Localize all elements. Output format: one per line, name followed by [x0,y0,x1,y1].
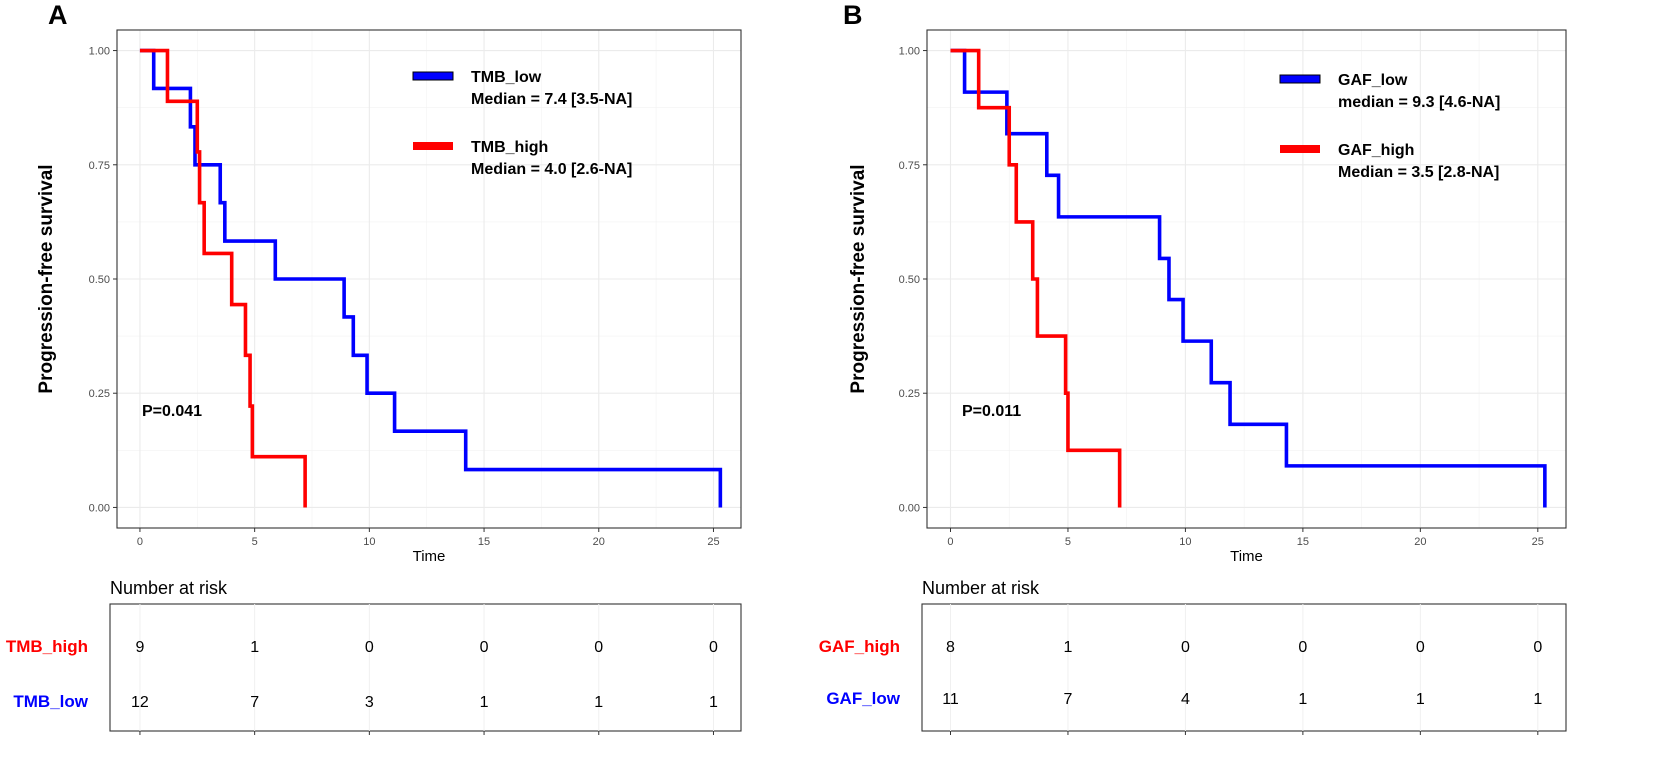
plot-border [116,29,742,529]
survival-curve-tmb-low [139,48,723,508]
survival-curve-gaf-low [950,48,1547,508]
y-tick-label: 0.25 [899,388,920,400]
risk-value: 9 [135,639,144,656]
risk-value: 0 [1416,639,1425,656]
risk-value: 0 [709,639,718,656]
risk-table-title: Number at risk [110,578,228,598]
x-tick-label: 0 [137,536,143,548]
x-tick-label: 20 [593,536,605,548]
y-tick-label: 0.00 [89,502,110,514]
risk-value: 1 [1064,639,1073,656]
risk-value: 0 [480,639,489,656]
x-tick-label: 10 [363,536,375,548]
risk-value: 0 [594,639,603,656]
risk-value: 1 [1416,691,1425,708]
y-tick-label: 0.75 [899,160,920,172]
y-tick-label: 0.25 [89,388,110,400]
panel-letter: B [843,0,863,30]
x-axis-title: Time [413,548,446,565]
risk-value: 1 [1298,691,1307,708]
x-tick-label: 25 [1532,536,1544,548]
legend-median: median = 9.3 [4.6-NA] [1338,94,1500,111]
legend-key-gaf-high [1280,145,1320,153]
risk-row-label: GAF_low [826,689,900,708]
risk-value: 4 [1181,691,1190,708]
legend-median: Median = 7.4 [3.5-NA] [471,91,632,108]
legend-median: Median = 3.5 [2.8-NA] [1338,164,1499,181]
p-value: P=0.041 [142,403,202,420]
risk-table-box [921,603,1567,732]
legend-label: GAF_high [1338,142,1414,159]
risk-value: 3 [365,694,374,711]
survival-curve-tmb-high [139,48,307,508]
risk-row-label: TMB_low [13,692,88,711]
x-tick-label: 5 [1065,536,1071,548]
y-tick-label: 0.50 [899,274,920,286]
legend: TMB_low Median = 7.4 [3.5-NA] TMB_high Medi… [412,69,632,178]
x-axis-title: Time [1230,548,1263,565]
y-tick-label: 0.50 [89,274,110,286]
risk-value: 0 [1181,639,1190,656]
risk-value: 11 [942,691,959,708]
p-value: P=0.011 [962,403,1021,420]
risk-value: 1 [480,694,489,711]
legend-label: TMB_high [471,139,548,156]
x-tick-label: 25 [707,536,719,548]
legend-median: Median = 4.0 [2.6-NA] [471,161,632,178]
x-tick-label: 10 [1179,536,1191,548]
risk-value: 1 [709,694,718,711]
legend-label: TMB_low [471,69,542,86]
x-tick-label: 15 [478,536,490,548]
panel-b: B0 5 10 15 20 250.000.250.500.751.00TimeProgr… [819,0,1567,735]
y-tick-label: 1.00 [899,46,920,58]
y-tick-label: 0.75 [89,160,110,172]
y-axis-title: Progression-free survival [36,164,57,393]
legend-key-tmb-low [412,71,454,81]
risk-value: 7 [1064,691,1073,708]
risk-value: 1 [594,694,603,711]
panel-a: A0 5 10 15 20 250.000.250.500.751.00TimeProgr… [6,0,742,735]
risk-value: 0 [365,639,374,656]
risk-row-label: TMB_high [6,637,88,656]
y-axis-title: Progression-free survival [848,164,869,393]
y-tick-label: 1.00 [89,46,110,58]
risk-value: 8 [946,639,955,656]
risk-value: 7 [250,694,259,711]
survival-curve-gaf-high [950,48,1122,508]
risk-value: 1 [1533,691,1542,708]
panel-letter: A [48,0,68,30]
risk-row-label: GAF_high [819,637,900,656]
risk-table-box [109,603,742,732]
risk-table: Number at risk TMB_high 9 1 0 0 0 0 TMB_low 12 7 3 1… [6,578,742,735]
risk-value: 12 [131,694,149,711]
risk-value: 0 [1533,639,1542,656]
risk-value: 0 [1298,639,1307,656]
x-tick-label: 5 [252,536,258,548]
x-tick-label: 20 [1414,536,1426,548]
y-tick-label: 0.00 [899,502,920,514]
x-tick-label: 15 [1297,536,1309,548]
risk-value: 1 [250,639,259,656]
legend-key-gaf-low [1279,74,1321,84]
plot-border [926,29,1567,529]
gridlines [117,30,741,528]
legend-label: GAF_low [1338,72,1408,89]
risk-table-title: Number at risk [922,578,1040,598]
x-tick-label: 0 [947,536,953,548]
legend-key-tmb-high [413,142,453,150]
